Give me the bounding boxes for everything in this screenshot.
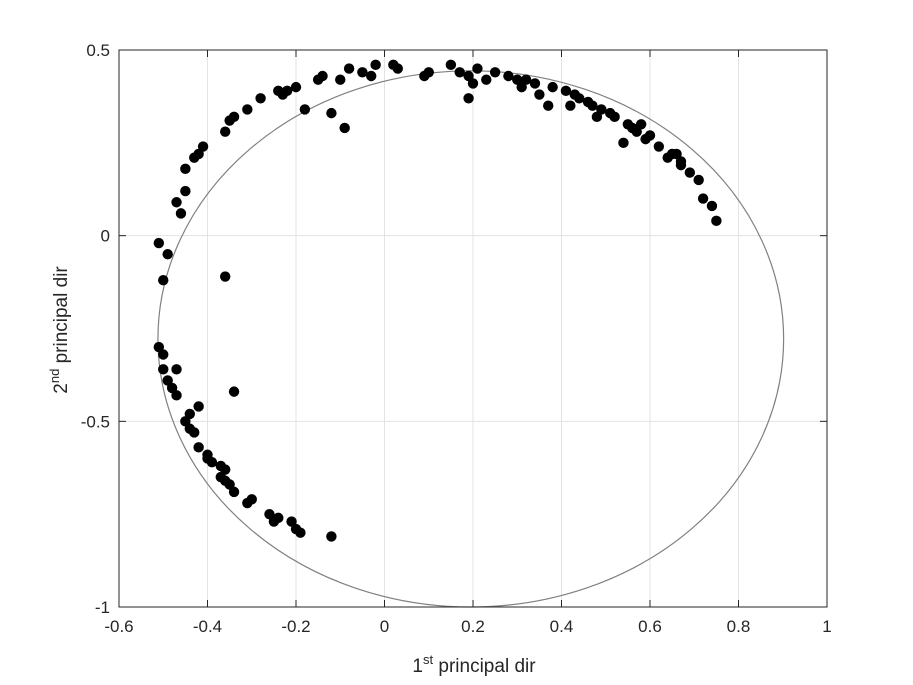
data-point <box>454 67 465 78</box>
data-point <box>481 74 492 85</box>
data-point <box>206 456 218 468</box>
x-tick-label: 0 <box>380 617 389 636</box>
data-point <box>295 527 306 538</box>
data-point <box>228 486 240 498</box>
data-point <box>675 156 687 167</box>
data-point <box>189 427 200 438</box>
data-point <box>326 107 337 119</box>
data-point <box>184 408 195 420</box>
data-point <box>180 163 191 175</box>
x-tick-label: 1 <box>822 617 831 636</box>
data-point <box>158 364 169 375</box>
x-tick-label: 0.8 <box>727 617 751 636</box>
x-tick-label: 0.2 <box>461 617 485 636</box>
data-point <box>281 85 293 97</box>
y-tick-label: 0 <box>101 227 110 246</box>
data-point <box>574 93 585 104</box>
data-point <box>339 122 350 134</box>
data-point <box>644 130 656 141</box>
data-point <box>587 100 598 111</box>
data-point <box>158 275 169 286</box>
data-point <box>193 442 204 453</box>
x-tick-label: -0.6 <box>104 617 133 636</box>
data-point <box>197 141 209 152</box>
data-point <box>335 74 346 85</box>
data-point <box>366 70 377 82</box>
data-point <box>273 512 284 524</box>
data-point <box>547 81 558 93</box>
data-point <box>343 63 355 74</box>
data-point <box>220 271 231 282</box>
data-point <box>370 59 381 71</box>
data-point <box>228 111 240 123</box>
data-point <box>543 100 554 111</box>
data-point <box>467 78 479 89</box>
data-point <box>711 215 722 227</box>
data-point <box>534 89 545 100</box>
data-point <box>326 531 337 542</box>
data-point <box>635 119 647 130</box>
data-point <box>171 197 182 208</box>
data-point <box>228 386 240 397</box>
x-tick-labels: -0.6 -0.4 -0.2 0 0.2 0.4 0.6 0.8 1 <box>104 617 831 636</box>
data-point <box>463 93 474 104</box>
data-point <box>618 137 629 149</box>
data-point <box>529 78 541 89</box>
data-point <box>693 174 704 186</box>
data-points <box>153 59 722 542</box>
data-point <box>158 349 169 360</box>
data-point <box>560 85 572 97</box>
x-tick-label: 0.4 <box>550 617 574 636</box>
y-axis-label: 2nd principal dir <box>47 266 72 394</box>
data-point <box>423 67 434 78</box>
data-point <box>317 70 328 82</box>
data-point <box>706 200 718 212</box>
data-point <box>653 141 665 152</box>
data-point <box>596 104 607 115</box>
data-point <box>246 494 257 505</box>
grid-lines <box>119 50 827 607</box>
data-point <box>242 104 253 115</box>
x-axis-label: 1st principal dir <box>412 652 536 677</box>
fitted-ellipse <box>157 69 785 609</box>
data-point <box>299 104 311 115</box>
data-point <box>520 74 532 85</box>
data-point <box>392 63 403 74</box>
data-point <box>162 249 173 260</box>
data-point <box>180 185 191 197</box>
data-point <box>609 111 620 123</box>
y-tick-label: -1 <box>95 598 110 617</box>
y-tick-label: 0.5 <box>86 41 110 60</box>
data-point <box>290 81 302 93</box>
data-point <box>255 93 266 104</box>
data-point <box>153 237 165 249</box>
axis-ticks <box>118 49 828 608</box>
data-point <box>220 126 231 137</box>
data-point <box>472 63 483 74</box>
x-tick-label: -0.2 <box>281 617 310 636</box>
y-tick-labels: -1 -0.5 0 0.5 <box>81 41 110 617</box>
data-point <box>193 401 204 412</box>
data-point <box>489 67 501 78</box>
x-tick-label: -0.4 <box>193 617 222 636</box>
y-tick-label: -0.5 <box>81 412 110 431</box>
data-point <box>503 70 514 82</box>
data-point <box>684 167 696 178</box>
data-point <box>445 59 457 71</box>
data-point <box>357 67 368 78</box>
data-point <box>171 364 182 375</box>
data-point <box>171 390 182 401</box>
data-point <box>697 193 709 204</box>
data-point <box>565 100 576 111</box>
x-tick-label: 0.6 <box>638 617 662 636</box>
data-point <box>175 208 187 219</box>
data-point <box>220 464 231 475</box>
